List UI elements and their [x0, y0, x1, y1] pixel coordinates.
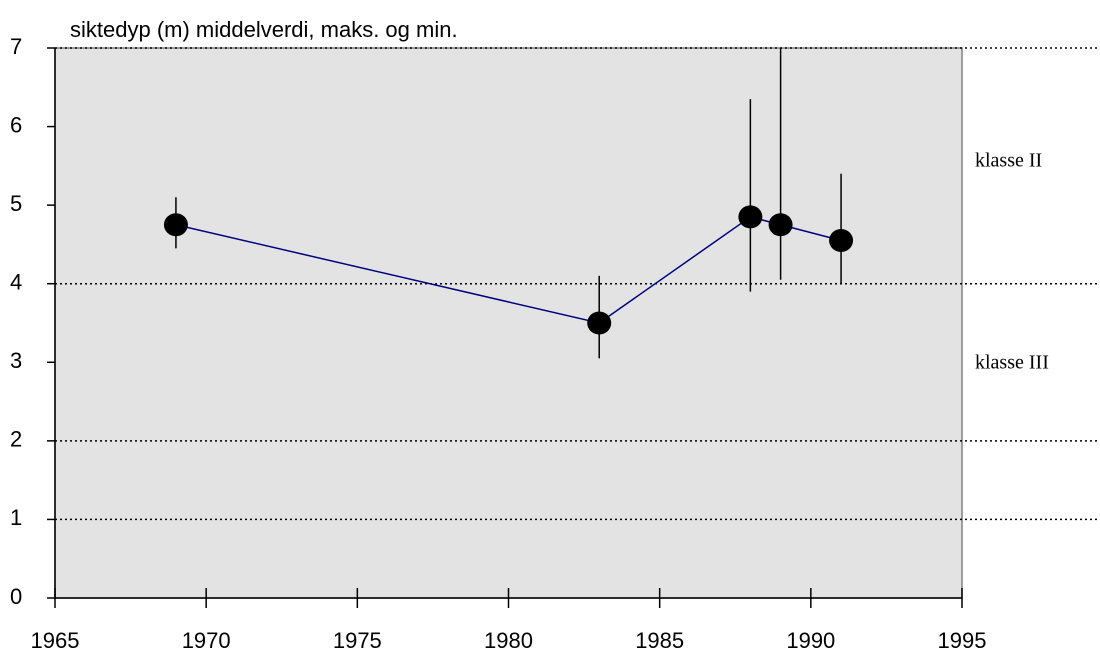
y-tick-label: 2 [10, 427, 22, 452]
x-tick-label: 1995 [938, 628, 987, 653]
data-point [768, 213, 793, 237]
x-tick-label: 1965 [31, 628, 80, 653]
annotation: klasse III [975, 352, 1049, 374]
chart-title: siktedyp (m) middelverdi, maks. og min. [70, 17, 458, 42]
data-point [829, 229, 854, 252]
x-tick-label: 1990 [786, 628, 835, 653]
y-tick-label: 0 [10, 584, 22, 609]
data-point [163, 213, 188, 237]
data-point [738, 205, 763, 229]
data-point [587, 311, 612, 335]
y-tick-label: 3 [10, 348, 22, 373]
x-tick-label: 1970 [182, 628, 231, 653]
annotation: klasse II [975, 150, 1042, 172]
y-tick-label: 1 [10, 505, 22, 530]
y-tick-label: 5 [10, 191, 22, 216]
y-tick-label: 4 [10, 270, 22, 295]
y-tick-label: 6 [10, 112, 22, 137]
y-tick-label: 7 [10, 34, 22, 59]
plot-area [54, 47, 963, 599]
x-tick-label: 1975 [333, 628, 382, 653]
x-tick-label: 1985 [635, 628, 684, 653]
x-tick-label: 1980 [484, 628, 533, 653]
